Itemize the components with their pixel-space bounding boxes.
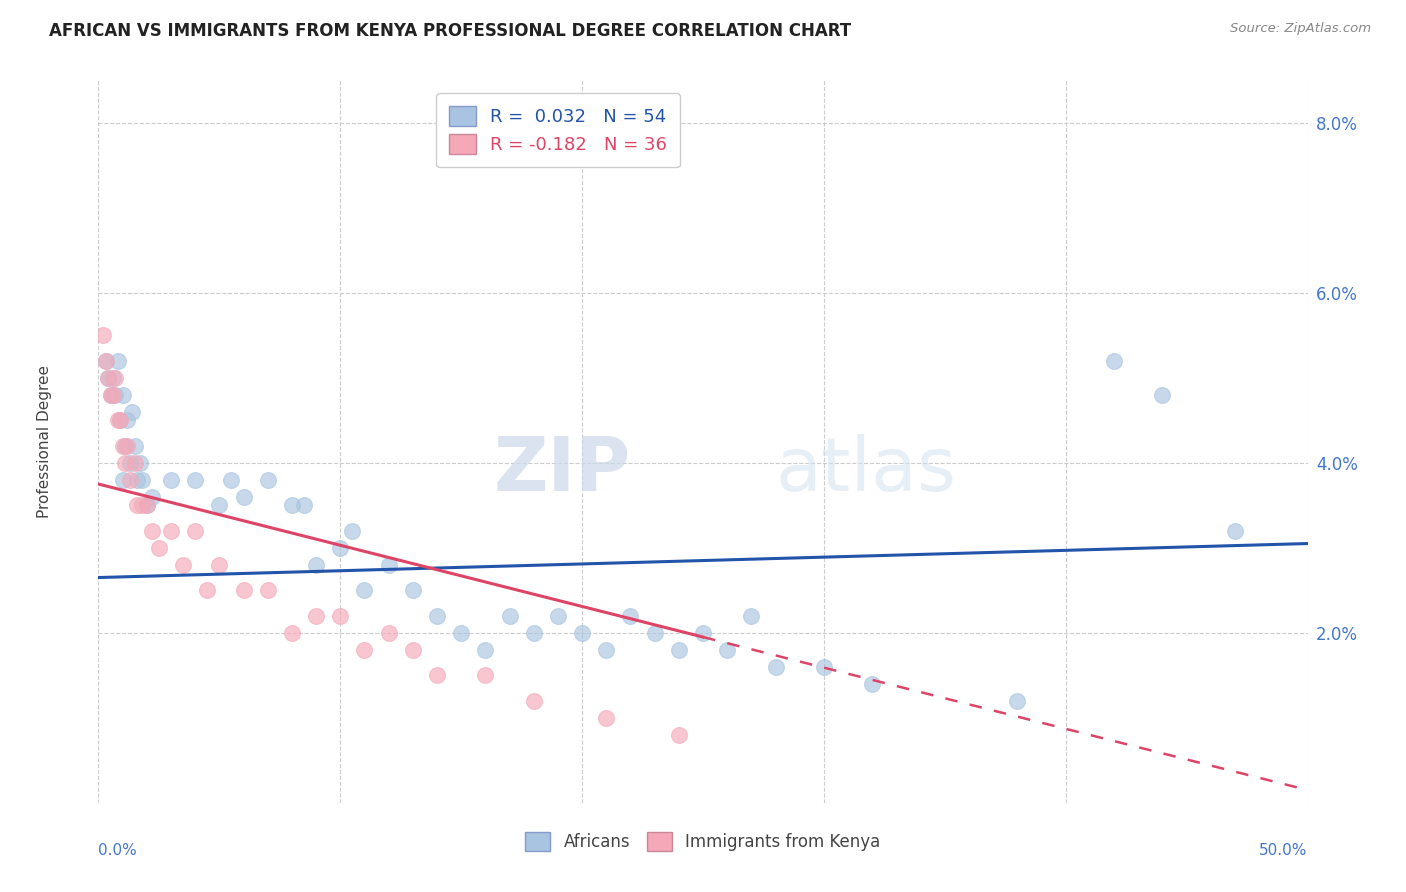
Text: ZIP: ZIP <box>494 434 630 507</box>
Text: AFRICAN VS IMMIGRANTS FROM KENYA PROFESSIONAL DEGREE CORRELATION CHART: AFRICAN VS IMMIGRANTS FROM KENYA PROFESS… <box>49 22 852 40</box>
Point <box>107 413 129 427</box>
Point <box>1152 388 1174 402</box>
Point <box>114 456 136 470</box>
Point <box>498 608 520 623</box>
Point <box>160 524 183 538</box>
Point <box>100 388 122 402</box>
Point <box>281 498 304 512</box>
Point <box>523 625 546 640</box>
Text: Professional Degree: Professional Degree <box>37 365 52 518</box>
Point <box>402 583 425 598</box>
Point <box>813 660 835 674</box>
Point <box>740 608 762 623</box>
Point <box>184 473 207 487</box>
Point <box>644 625 666 640</box>
Point <box>104 388 127 402</box>
Point <box>221 473 243 487</box>
Legend: Africans, Immigrants from Kenya: Africans, Immigrants from Kenya <box>517 824 889 860</box>
Point <box>94 353 117 368</box>
Point <box>1223 524 1246 538</box>
Point <box>141 524 163 538</box>
Point <box>128 456 150 470</box>
Point <box>1102 353 1125 368</box>
Text: 50.0%: 50.0% <box>1260 843 1308 858</box>
Point <box>127 498 149 512</box>
Point <box>117 439 139 453</box>
Point <box>208 498 231 512</box>
Point <box>97 371 120 385</box>
Point <box>232 490 254 504</box>
Point <box>111 473 134 487</box>
Text: atlas: atlas <box>776 434 956 507</box>
Point <box>353 583 375 598</box>
Point <box>118 473 141 487</box>
Point <box>692 625 714 640</box>
Point <box>111 388 134 402</box>
Point <box>474 668 496 682</box>
Point <box>256 473 278 487</box>
Point <box>668 728 690 742</box>
Point <box>172 558 194 572</box>
Point <box>402 642 425 657</box>
Point <box>426 668 449 682</box>
Point <box>127 473 149 487</box>
Point <box>353 642 375 657</box>
Point <box>474 642 496 657</box>
Point <box>256 583 278 598</box>
Point <box>305 608 328 623</box>
Point <box>118 456 141 470</box>
Point <box>668 642 690 657</box>
Point <box>860 677 883 691</box>
Point <box>107 353 129 368</box>
Point <box>377 558 399 572</box>
Point <box>148 541 170 555</box>
Point <box>108 413 131 427</box>
Point <box>571 625 593 640</box>
Point <box>232 583 254 598</box>
Point <box>111 439 134 453</box>
Point <box>281 625 304 640</box>
Point <box>329 541 352 555</box>
Text: 0.0%: 0.0% <box>98 843 138 858</box>
Point <box>124 456 146 470</box>
Point <box>184 524 207 538</box>
Point <box>114 439 136 453</box>
Point <box>160 473 183 487</box>
Point <box>135 498 157 512</box>
Point <box>100 388 122 402</box>
Point <box>342 524 364 538</box>
Point <box>716 642 738 657</box>
Point <box>426 608 449 623</box>
Point <box>208 558 231 572</box>
Point <box>141 490 163 504</box>
Point <box>104 371 127 385</box>
Point <box>305 558 328 572</box>
Point <box>124 439 146 453</box>
Point <box>1007 694 1029 708</box>
Point <box>450 625 472 640</box>
Point <box>94 353 117 368</box>
Point <box>765 660 787 674</box>
Point <box>523 694 546 708</box>
Point <box>595 711 617 725</box>
Point <box>195 583 218 598</box>
Point <box>547 608 569 623</box>
Point <box>131 498 153 512</box>
Point <box>121 405 143 419</box>
Point <box>135 498 157 512</box>
Point <box>619 608 641 623</box>
Point <box>131 473 153 487</box>
Point <box>377 625 399 640</box>
Point <box>329 608 352 623</box>
Point <box>595 642 617 657</box>
Point <box>91 328 114 343</box>
Point <box>292 498 315 512</box>
Point <box>117 413 139 427</box>
Point <box>101 371 124 385</box>
Point <box>97 371 120 385</box>
Text: Source: ZipAtlas.com: Source: ZipAtlas.com <box>1230 22 1371 36</box>
Point <box>101 388 124 402</box>
Point <box>108 413 131 427</box>
